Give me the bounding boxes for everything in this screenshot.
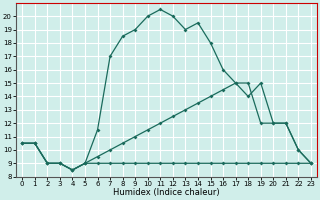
- X-axis label: Humidex (Indice chaleur): Humidex (Indice chaleur): [113, 188, 220, 197]
